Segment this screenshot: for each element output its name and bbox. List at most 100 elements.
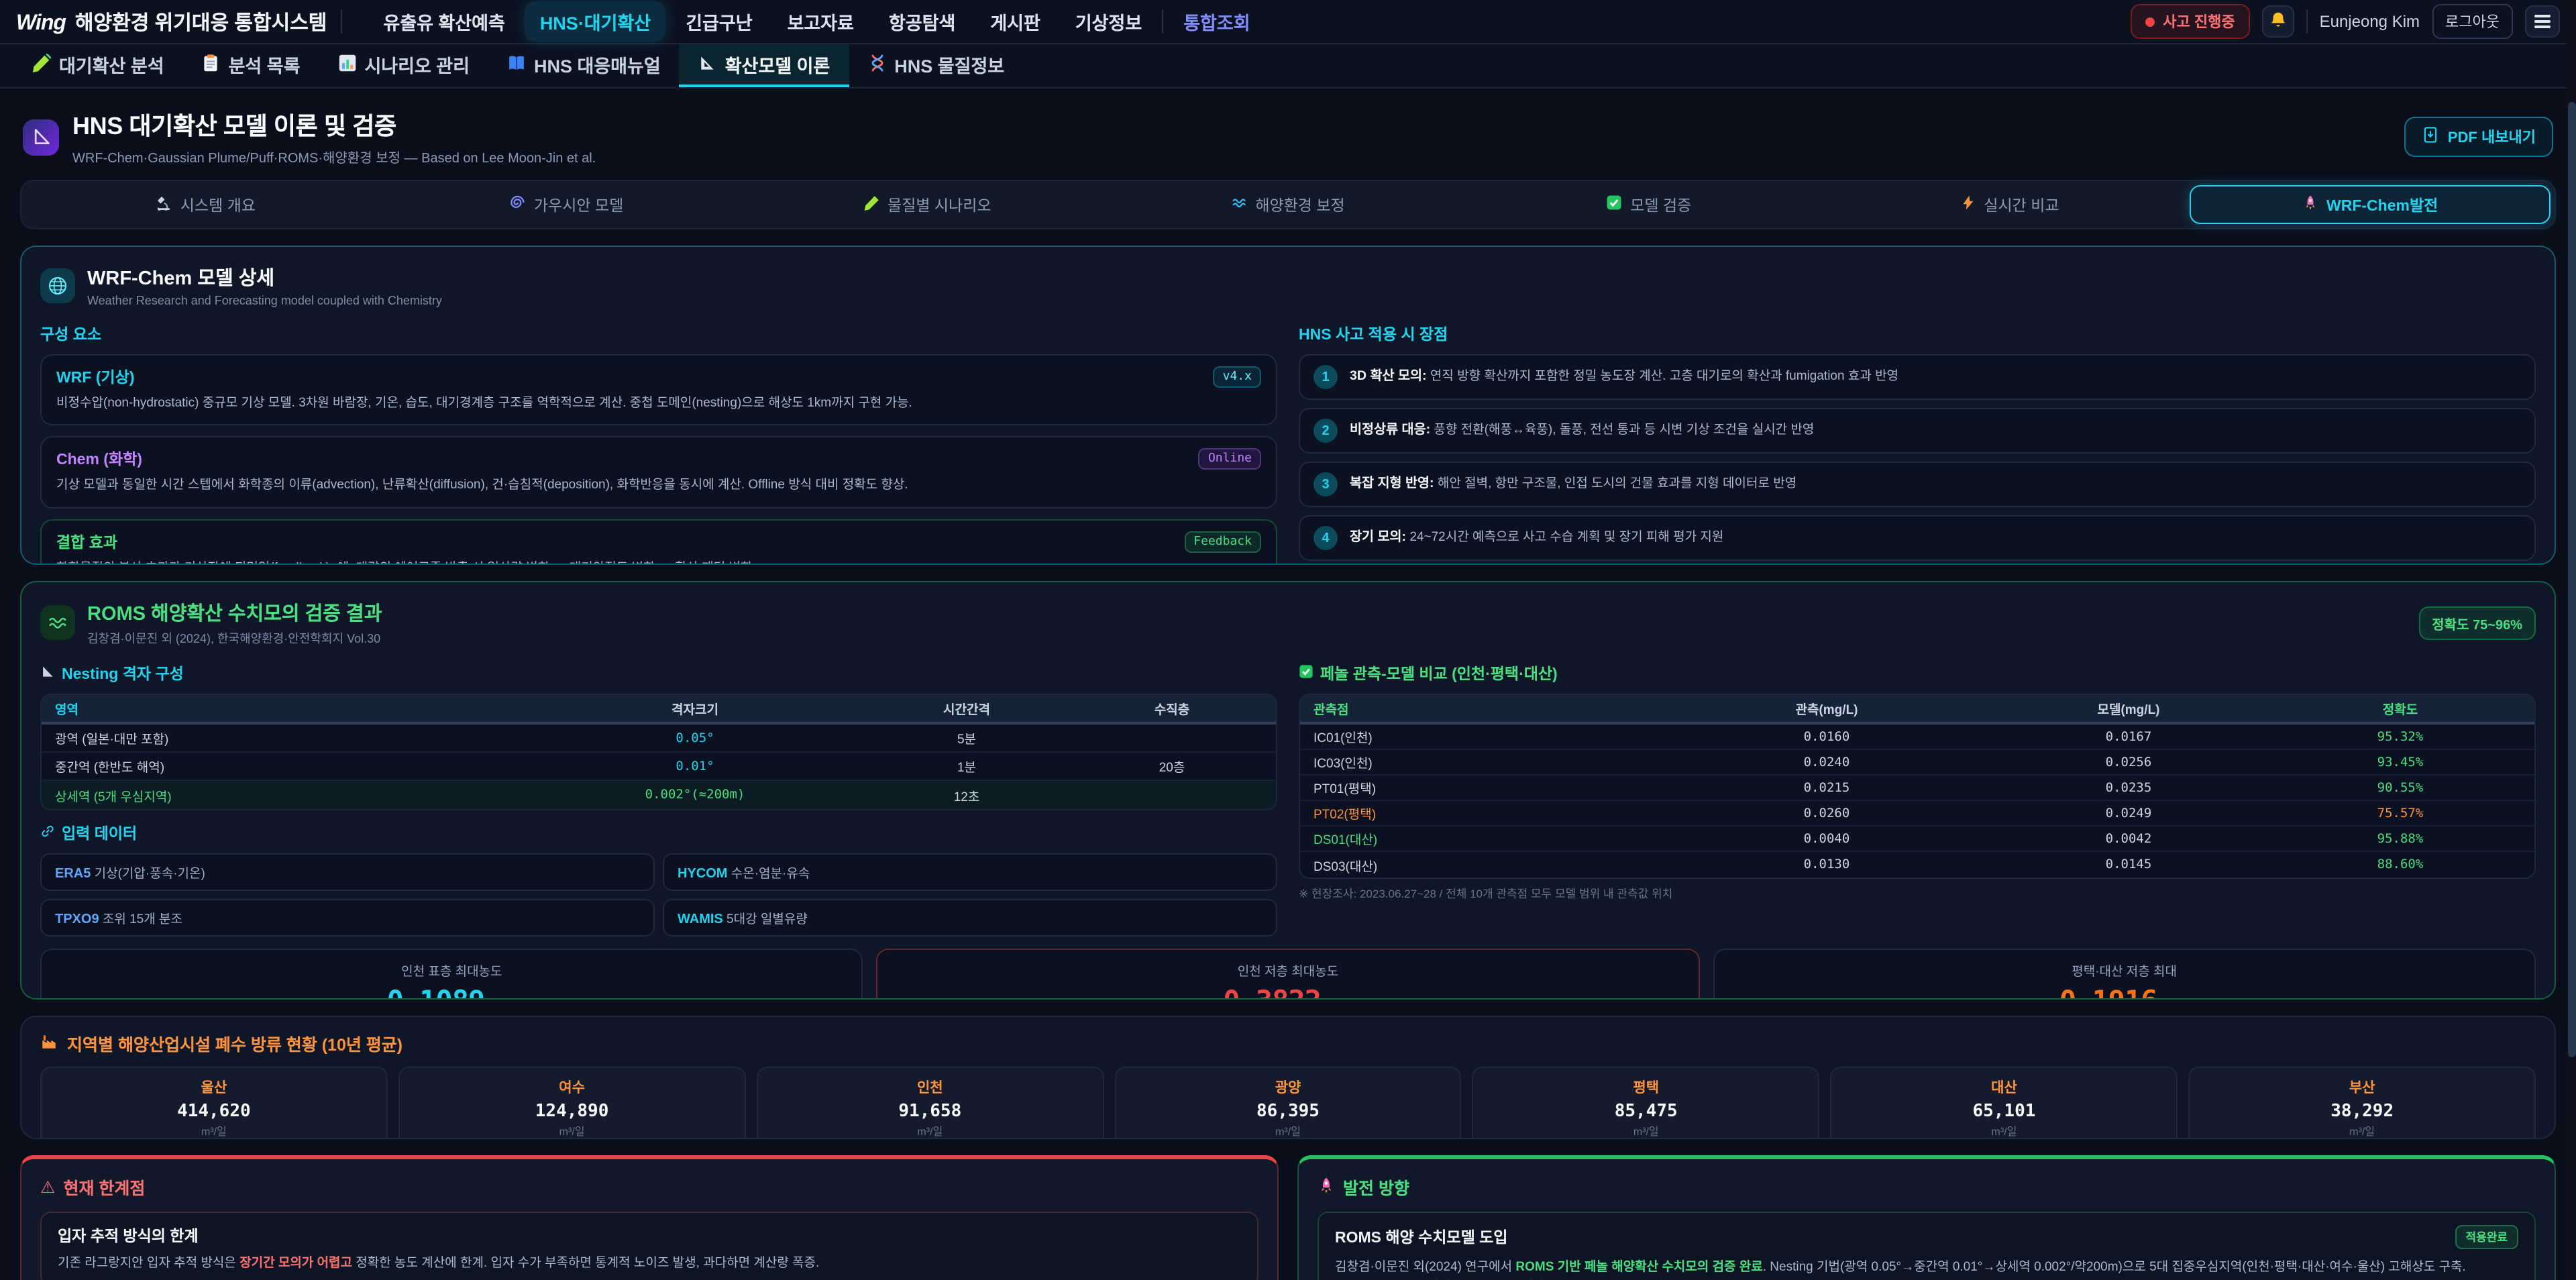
table-header-row: 관측점 관측(mg/L) 모델(mg/L) 정확도 [1300, 695, 2534, 725]
page-title: HNS 대기확산 모델 이론 및 검증 [72, 113, 396, 140]
factory-icon [40, 1032, 58, 1054]
component-name: WRF (기상) [56, 370, 135, 386]
header-cell: 영역 [55, 703, 78, 718]
microscope-icon [156, 195, 172, 215]
nav-item-hns-diffusion[interactable]: HNS·대기확산 [525, 1, 666, 42]
section-regional-discharge: 지역별 해양산업시설 폐수 방류 현황 (10년 평균) 울산 414,620 … [20, 1016, 2556, 1139]
clipboard-icon [202, 53, 221, 76]
table-row: IC03(인천) 0.0240 0.0256 93.45% [1300, 750, 2534, 776]
tab-marine-correction[interactable]: 해양환경 보정 [1108, 185, 1468, 224]
set-square-icon [40, 664, 55, 683]
nav-item-integrated-search[interactable]: 통합조회 [1183, 13, 1250, 34]
advantage-label: 3D 확산 모의: [1350, 368, 1427, 384]
tab-label: 가우시안 모델 [533, 198, 624, 214]
tab-substance-scenario[interactable]: 물질별 시나리오 [747, 185, 1108, 224]
nav-item-weather[interactable]: 기상정보 [1075, 13, 1142, 34]
advantage-label: 장기 모의: [1350, 529, 1407, 545]
tab-label: 물질별 시나리오 [888, 198, 991, 214]
advantage-label: 복잡 지형 반영: [1350, 476, 1434, 491]
table-row: 중간역 (한반도 해역) 0.01° 1분 20층 [42, 753, 1276, 781]
tab-realtime-comparison[interactable]: 실시간 비교 [1829, 185, 2190, 224]
check-icon [1606, 195, 1622, 215]
metric-value: 0.3822 [1223, 985, 1322, 998]
input-card-wamis: WAMIS 5대강 일별유량 [663, 899, 1277, 937]
subnav-tab-model-theory[interactable]: 확산모델 이론 [679, 44, 849, 87]
advantage-label: 비정상류 대응: [1350, 422, 1431, 437]
region-card-yeosu: 여수 124,890 m³/일 382개소 [398, 1067, 746, 1138]
nav-item-aerial-search[interactable]: 항공탐색 [888, 13, 956, 34]
future-line-1: 김창겸·이문진 외(2024) 연구에서 ROMS 기반 페놀 해양확산 수치모… [1335, 1260, 2466, 1275]
metric-card-pyeongtaek-daesan-bottom: 평택·대산 저층 최대 0.1916mg/L [1713, 949, 2536, 998]
input-card-hycom: HYCOM 수온·염분·유속 [663, 853, 1277, 891]
bottom-section: ⚠ 현재 한계점 입자 추적 방식의 한계 기존 라그랑지안 입자 추적 방식은… [20, 1155, 2556, 1280]
input-card-era5: ERA5 기상(기압·풍속·기온) [40, 853, 655, 891]
component-name: 결합 효과 [56, 535, 118, 551]
notifications-button[interactable] [2261, 5, 2294, 38]
logout-button[interactable]: 로그아웃 [2432, 4, 2513, 39]
subnav-tab-hns-manual[interactable]: HNS 대응매뉴얼 [488, 44, 680, 87]
future-line-2: 경계조건: ERA5(기상) + HYCOM(해양) + TPXO9(조위 15… [1335, 1277, 2518, 1280]
logo-title: 해양환경 위기대응 통합시스템 [74, 11, 327, 34]
advantage-desc: 해안 절벽, 항만 구조물, 인접 도시의 건물 효과를 지형 데이터로 반영 [1434, 476, 1797, 491]
region-card-pyeongtaek: 평택 85,475 m³/일 781개소 [1472, 1067, 1820, 1138]
nav-item-rescue[interactable]: 긴급구난 [686, 13, 753, 34]
subnav-tab-hns-substance-info[interactable]: HNS 물질정보 [849, 44, 1023, 87]
nesting-heading: Nesting 격자 구성 [62, 667, 184, 683]
limitation-card-particle-tracking: 입자 추적 방식의 한계 기존 라그랑지안 입자 추적 방식은 장기간 모의가 … [40, 1212, 1258, 1280]
advantage-number: 2 [1313, 419, 1338, 443]
limitations-heading: 현재 한계점 [63, 1179, 146, 1198]
components-heading: 구성 요소 [40, 327, 102, 343]
subnav-tab-analysis-list[interactable]: 분석 목록 [183, 44, 319, 87]
header-cell: 정확도 [2382, 703, 2418, 718]
incident-label: 사고 진행중 [2163, 15, 2235, 31]
applied-badge: 적용완료 [2455, 1225, 2518, 1249]
component-feedback-badge: Feedback [1184, 531, 1261, 552]
lightning-icon [1960, 195, 1976, 215]
scrollbar-thumb[interactable] [2567, 102, 2575, 1057]
page-title-block: HNS 대기확산 모델 이론 및 검증 WRF-Chem·Gaussian Pl… [72, 107, 596, 166]
max-concentration-metrics: 인천 표층 최대농도 0.1089mg/L 인천 저층 최대농도 0.3822m… [40, 949, 2536, 998]
nav-item-oil-spill[interactable]: 유출유 확산예측 [383, 13, 505, 34]
pdf-export-label: PDF 내보내기 [2447, 130, 2536, 146]
subnav-label: 대기확산 분석 [59, 56, 164, 76]
component-description: 화학물질의 복사 효과가 기상장에 되먹임(feedback). 예: 대량의 … [56, 559, 1261, 564]
future-card-roms: ROMS 해양 수치모델 도입 적용완료 김창겸·이문진 외(2024) 연구에… [1318, 1212, 2536, 1280]
advantage-desc: 풍향 전환(해풍↔육풍), 돌풍, 전선 통과 등 시변 기상 조건을 실시간 … [1430, 422, 1815, 437]
link-icon [40, 824, 55, 843]
subnav-label: HNS 물질정보 [894, 56, 1005, 76]
download-icon [2422, 126, 2440, 148]
subnav-tab-atmos-analysis[interactable]: 대기확산 분석 [13, 44, 183, 87]
tab-label: 모델 검증 [1630, 198, 1692, 214]
advantage-number: 1 [1313, 365, 1338, 389]
tab-gaussian-model[interactable]: 가우시안 모델 [386, 185, 747, 224]
inputs-heading: 입력 데이터 [62, 826, 138, 843]
set-square-icon [698, 53, 717, 76]
discharge-heading: 지역별 해양산업시설 폐수 방류 현황 (10년 평균) [67, 1036, 403, 1055]
tab-label: 실시간 비교 [1984, 198, 2059, 214]
tab-label: WRF-Chem발전 [2326, 198, 2438, 214]
section-subtitle: 김창겸·이문진 외 (2024), 한국해양환경·안전학회지 Vol.30 [87, 632, 381, 645]
subnav-tab-scenario-management[interactable]: 시나리오 관리 [319, 44, 488, 87]
incident-status-badge[interactable]: 사고 진행중 [2131, 4, 2250, 39]
tab-model-validation[interactable]: 모델 검증 [1468, 185, 1829, 224]
globe-icon [40, 268, 75, 303]
tab-system-overview[interactable]: 시스템 개요 [25, 185, 386, 224]
dna-icon [867, 53, 886, 76]
advantage-number: 3 [1313, 472, 1338, 496]
nav-item-board[interactable]: 게시판 [990, 13, 1040, 34]
component-version-badge: v4.x [1213, 366, 1261, 388]
app-logo[interactable]: Wing 해양환경 위기대응 통합시스템 [16, 7, 327, 36]
nav-item-reports[interactable]: 보고자료 [787, 13, 854, 34]
set-square-page-icon [23, 119, 59, 155]
nesting-column: Nesting 격자 구성 영역 격자크기 시간간격 수직층 광역 (일본·대만… [40, 657, 1277, 937]
divider [2306, 9, 2308, 34]
pdf-export-button[interactable]: PDF 내보내기 [2404, 117, 2553, 157]
header-cell: 수직층 [1154, 703, 1190, 718]
hamburger-menu-button[interactable] [2525, 5, 2560, 38]
table-header-row: 영역 격자크기 시간간격 수직층 [42, 695, 1276, 725]
region-cards: 울산 414,620 m³/일 1,037개소 여수 124,890 m³/일 … [40, 1067, 2536, 1138]
advantage-desc: 연직 방향 확산까지 포함한 정밀 농도장 계산. 고층 대기로의 확산과 fu… [1426, 368, 1899, 384]
table-row: IC01(인천) 0.0160 0.0167 95.32% [1300, 725, 2534, 750]
section-subtitle: Weather Research and Forecasting model c… [87, 294, 442, 307]
tab-wrf-chem-advanced[interactable]: WRF-Chem발전 [2190, 185, 2551, 224]
